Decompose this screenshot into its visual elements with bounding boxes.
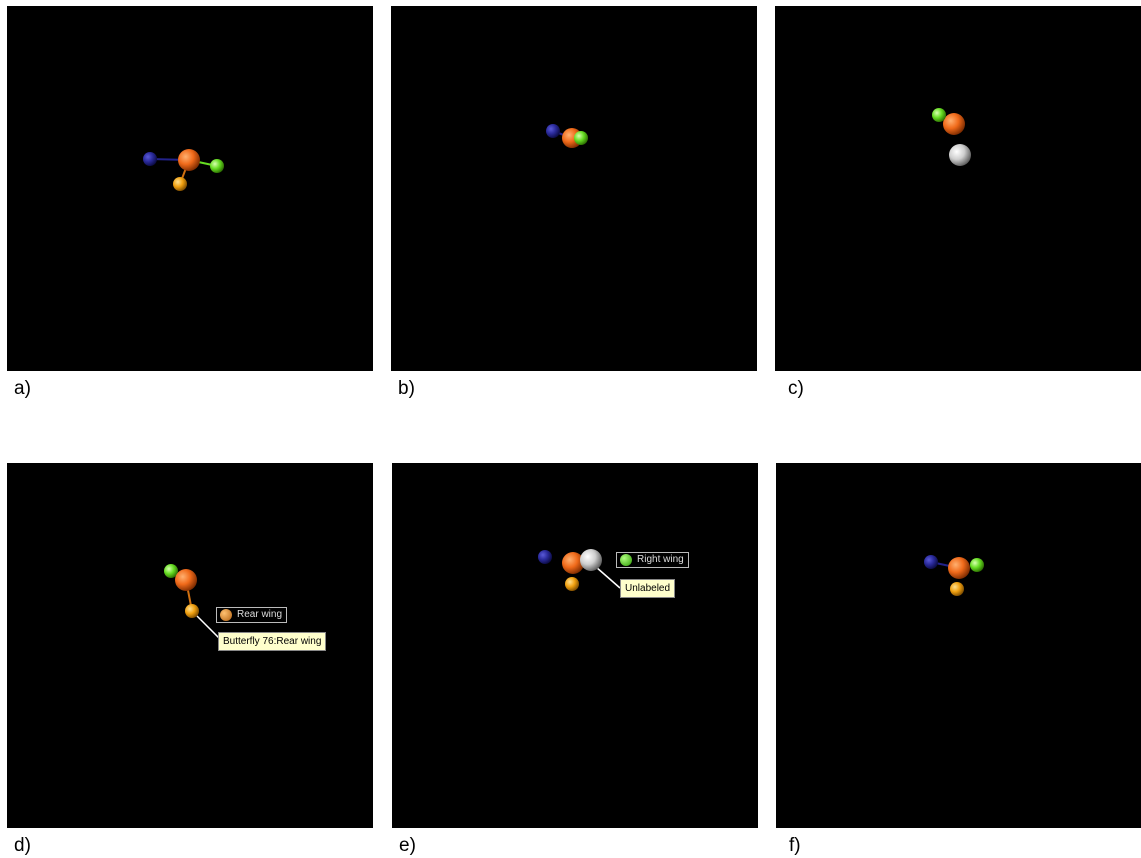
legend-text: Rear wing — [237, 609, 282, 620]
molecule — [391, 6, 757, 371]
legend-text: Right wing — [637, 554, 684, 565]
panel-caption: e) — [399, 835, 416, 857]
legend-label: Rear wing — [216, 607, 287, 623]
viewer-panel — [776, 463, 1141, 828]
viewer-panel: Right wing Unlabeled — [392, 463, 758, 828]
panel-caption: c) — [788, 378, 804, 400]
viewer-panel — [391, 6, 757, 371]
panel-caption: d) — [14, 835, 31, 857]
tooltip: Unlabeled — [620, 579, 675, 598]
molecule — [392, 463, 758, 828]
viewer-panel: Rear wing Butterfly 76:Rear wing — [7, 463, 373, 828]
legend-label: Right wing — [616, 552, 689, 568]
viewer-panel — [7, 6, 373, 371]
panel-caption: f) — [789, 835, 801, 857]
figure: a) b) c) Rear wing Butterfly 76:Rear win… — [0, 0, 1141, 858]
molecule — [776, 463, 1141, 828]
molecule — [775, 6, 1141, 371]
panel-caption: b) — [398, 378, 415, 400]
viewer-panel — [775, 6, 1141, 371]
panel-caption: a) — [14, 378, 31, 400]
tooltip: Butterfly 76:Rear wing — [218, 632, 326, 651]
molecule — [7, 6, 373, 371]
